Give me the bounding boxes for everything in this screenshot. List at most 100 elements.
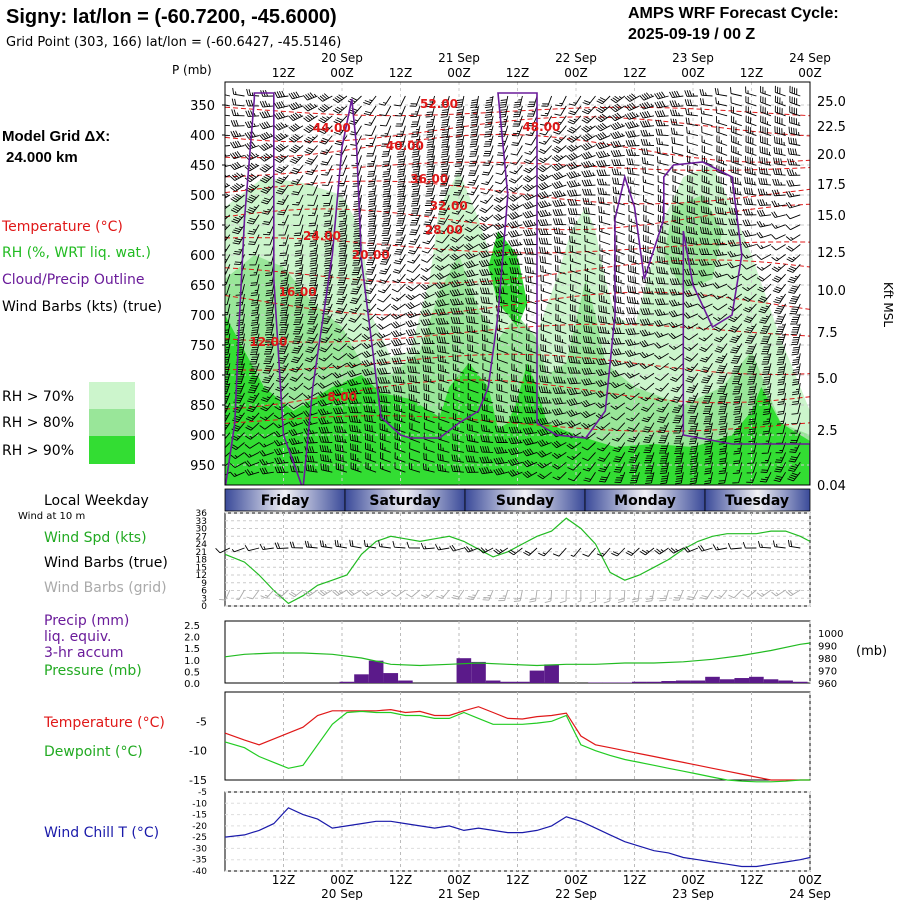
weekday-label-friday: Friday — [261, 493, 310, 509]
wind-barb — [246, 204, 260, 214]
wind-barb — [260, 402, 275, 412]
wind-barb — [290, 363, 304, 373]
precip-bar — [515, 681, 530, 683]
wind-barb — [468, 155, 479, 167]
wind-barb — [234, 373, 245, 385]
wind-barb-grid — [346, 589, 362, 596]
wind-barb — [323, 274, 333, 286]
wind-barb — [640, 129, 655, 137]
wind-barb — [773, 157, 786, 166]
wind-barb — [451, 204, 465, 215]
wind-barb — [756, 209, 772, 217]
wind-barb — [640, 307, 655, 315]
wind-barb — [613, 234, 625, 245]
wind-barb — [745, 105, 757, 117]
wind-barb — [540, 343, 552, 354]
wind-barb — [225, 193, 231, 199]
wind-barb — [610, 140, 625, 148]
wind-barb — [467, 413, 479, 424]
wind-barb — [309, 244, 319, 257]
wind-barb — [640, 297, 655, 305]
wind-barb — [496, 383, 508, 394]
wind-barb-grid — [603, 589, 611, 604]
wind-barb — [568, 345, 581, 354]
wind-barb — [760, 95, 772, 107]
wind-barb — [317, 103, 333, 113]
wind-barb — [408, 403, 421, 414]
wind-barb — [568, 226, 581, 236]
wind-barb — [759, 135, 772, 146]
wind-barb — [435, 317, 450, 325]
wind-barb — [423, 393, 435, 404]
wind-barb — [319, 135, 333, 145]
wind-barb-grid — [700, 589, 713, 600]
wind-barb — [730, 145, 742, 156]
wind-barb — [511, 125, 523, 137]
wind-barb — [381, 214, 392, 227]
precip-bar — [398, 680, 413, 683]
wind-barb — [259, 422, 275, 430]
wind-barb — [303, 427, 318, 435]
wind-barb — [230, 183, 245, 192]
wind-barb — [396, 135, 406, 148]
wind-barb — [465, 214, 479, 224]
wind-barb — [478, 232, 494, 241]
wind-barb — [743, 303, 757, 313]
wind-barb — [712, 271, 728, 278]
wind-barb — [685, 236, 698, 245]
wind-barb — [293, 303, 304, 316]
wind-barb — [701, 175, 713, 186]
wind-barb — [411, 155, 421, 168]
wind-barb — [777, 363, 787, 376]
wind-barb — [714, 87, 728, 97]
wind-barb — [376, 303, 392, 312]
wind-barb — [701, 145, 713, 156]
wind-barb — [265, 284, 275, 297]
wind-chill-line — [224, 807, 811, 868]
wind-barb — [555, 283, 567, 295]
wind-barb — [776, 422, 787, 435]
wind-barb — [567, 207, 581, 216]
wind-barb — [526, 303, 538, 315]
wind-barb — [259, 100, 274, 108]
wind-barb — [408, 393, 421, 404]
wind-barb — [773, 293, 786, 304]
wind-barb — [469, 135, 479, 148]
wind-barb-true — [304, 540, 318, 549]
wind-barb — [728, 323, 743, 333]
wind-barb — [509, 405, 523, 414]
wind-barb — [777, 373, 787, 386]
top-hour-label: 12Z — [506, 66, 530, 80]
wind-barb — [718, 472, 728, 484]
wind-barb — [567, 366, 581, 374]
wind-barb — [522, 229, 538, 237]
wind-barb — [670, 127, 684, 137]
wind-barb — [613, 224, 625, 236]
wind-barb — [321, 303, 333, 315]
wind-barb — [513, 95, 523, 108]
wind-barb — [597, 442, 611, 452]
wind-barb — [744, 166, 757, 176]
precip-bar — [675, 680, 691, 683]
wind-barb — [511, 363, 523, 374]
wind-barb — [789, 96, 801, 107]
wind-barb — [308, 214, 319, 227]
wind-barb — [279, 313, 289, 326]
wind-barb — [423, 452, 435, 463]
wind-barb — [642, 422, 655, 433]
wind-barb — [481, 165, 494, 176]
wind-barb — [626, 167, 640, 176]
wind-barb — [712, 303, 728, 311]
wind-barb — [776, 353, 787, 366]
wind-barb — [411, 175, 421, 188]
wind-barb — [536, 181, 552, 191]
wind-barb — [569, 245, 582, 255]
wind-barb — [655, 128, 669, 137]
wind-barb — [791, 363, 801, 376]
wind-barb — [552, 387, 567, 394]
wind-barb — [288, 437, 304, 445]
wind-barb — [789, 85, 801, 97]
chill-tick-label: -30 — [192, 844, 207, 854]
wind-barb — [580, 399, 596, 408]
wind-barb — [438, 392, 450, 404]
